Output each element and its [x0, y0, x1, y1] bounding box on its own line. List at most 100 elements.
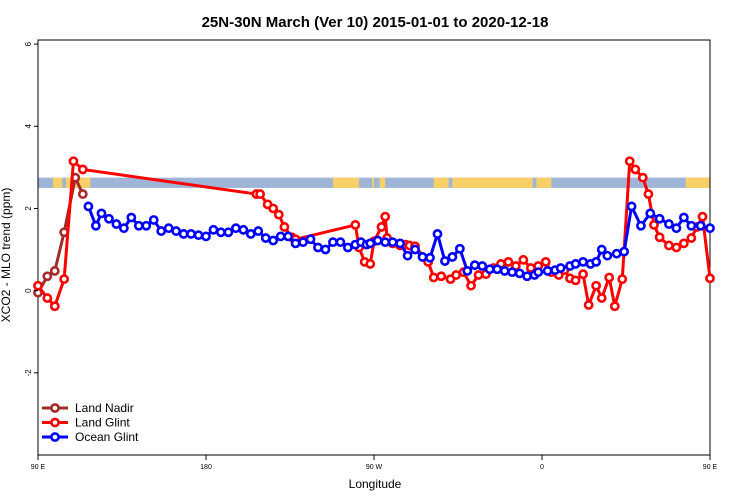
ocean-glint-point	[96, 208, 107, 219]
ocean-glint-point	[654, 213, 665, 224]
land-glint-point	[77, 164, 88, 175]
x-tick-label: 0	[540, 464, 544, 471]
y-axis-label: XCO2 - MLO trend (ppm)	[0, 188, 13, 323]
land-band-segment	[332, 177, 360, 188]
ocean-glint-point	[596, 244, 607, 255]
land-glint-point	[570, 275, 581, 286]
land-glint-point	[583, 300, 594, 310]
land-glint-point	[578, 269, 588, 280]
ocean-glint-point	[328, 237, 338, 248]
ocean-glint-point	[283, 231, 294, 242]
legend-item-ocean-glint: Ocean Glint	[42, 430, 139, 444]
land-glint-point	[518, 254, 529, 265]
land-glint-point	[380, 211, 391, 222]
ocean-glint-point	[507, 267, 518, 278]
land-band-segment	[372, 177, 374, 188]
chart-title: 25N-30N March (Ver 10) 2015-01-01 to 202…	[202, 14, 549, 31]
land-glint-point	[654, 232, 665, 243]
x-tick-label: 90 E	[703, 464, 718, 471]
ocean-glint-point	[216, 227, 226, 238]
land-glint-point	[451, 270, 462, 280]
land-glint-point	[678, 238, 689, 249]
land-glint-point	[273, 209, 284, 220]
ocean-glint-point	[90, 220, 101, 231]
ocean-glint-point	[126, 212, 137, 223]
ocean-glint-point	[695, 220, 706, 231]
legend-swatch-point	[50, 403, 60, 413]
land-glint-point	[350, 220, 361, 230]
ocean-glint-point	[208, 224, 219, 235]
land-nadir-point	[42, 271, 53, 282]
land-glint-point	[540, 256, 551, 267]
series-ocean-glint	[83, 201, 715, 282]
ocean-glint-point	[313, 242, 323, 253]
land-glint-point	[643, 189, 654, 199]
ocean-glint-point	[335, 237, 346, 248]
ocean-glint-point	[555, 263, 566, 273]
land-glint-point	[664, 240, 674, 251]
land-band-segment	[379, 177, 386, 188]
land-nadir-point	[49, 266, 60, 276]
land-band-segment	[52, 177, 63, 188]
ocean-glint-point	[636, 220, 646, 231]
land-glint-point	[68, 156, 79, 167]
ocean-glint-point	[193, 230, 204, 241]
ocean-glint-point	[372, 235, 383, 246]
x-tick-label: 90 W	[366, 464, 383, 471]
y-axis: -2 0 2 4 6	[24, 41, 38, 376]
land-glint-point	[49, 301, 60, 312]
land-glint-point	[630, 164, 641, 175]
land-glint-point	[428, 272, 439, 283]
ocean-glint-point	[133, 220, 144, 231]
land-glint-point	[697, 211, 708, 222]
land-nadir-point	[77, 189, 88, 199]
land-band-segment	[536, 177, 552, 188]
legend-swatch-point	[50, 432, 60, 442]
ocean-glint-point	[275, 231, 286, 242]
x-tick-label: 180	[200, 464, 212, 471]
ocean-glint-point	[686, 220, 697, 231]
ocean-glint-point	[148, 215, 159, 225]
legend-label: Ocean Glint	[75, 430, 139, 444]
y-tick-label: 2	[24, 206, 33, 211]
land-glint-point	[466, 280, 476, 291]
ocean-glint-point	[253, 226, 264, 236]
ocean-glint-point	[178, 229, 189, 239]
land-glint-point	[604, 272, 615, 283]
land-glint-point	[649, 220, 659, 230]
series-land-glint	[33, 156, 715, 312]
land-glint-point	[255, 189, 266, 199]
ocean-glint-point	[425, 252, 435, 263]
ocean-glint-point	[395, 238, 406, 249]
y-tick-label: 4	[24, 124, 33, 129]
ocean-glint-point	[417, 252, 428, 262]
ocean-glint-point	[163, 223, 174, 234]
ocean-glint-point	[522, 271, 532, 282]
ocean-glint-point	[402, 250, 413, 261]
land-glint-point	[596, 293, 607, 303]
ocean-glint-point	[245, 229, 256, 239]
ocean-glint-point	[619, 246, 630, 257]
land-glint-point	[503, 256, 514, 267]
land-band-segment	[452, 177, 533, 188]
land-glint-point	[279, 222, 290, 232]
land-glint-point	[609, 301, 620, 312]
land-glint-point	[637, 172, 648, 183]
ocean-glint-point	[118, 223, 129, 234]
land-glint-point	[365, 259, 376, 269]
ocean-glint-point	[591, 256, 602, 267]
ocean-glint-point	[611, 248, 622, 259]
legend-item-land-glint: Land Glint	[42, 416, 130, 430]
ocean-glint-point	[678, 212, 689, 223]
x-axis: 90 E 180 90 W 0 90 E	[31, 455, 718, 471]
ocean-glint-point	[342, 242, 353, 253]
ocean-glint-point	[462, 266, 473, 276]
land-glint-point	[591, 280, 602, 291]
land-glint-point	[617, 274, 628, 285]
land-glint-point	[473, 270, 484, 280]
ocean-glint-point	[238, 224, 249, 235]
ocean-glint-point	[223, 227, 234, 238]
ocean-glint-point	[156, 226, 167, 236]
